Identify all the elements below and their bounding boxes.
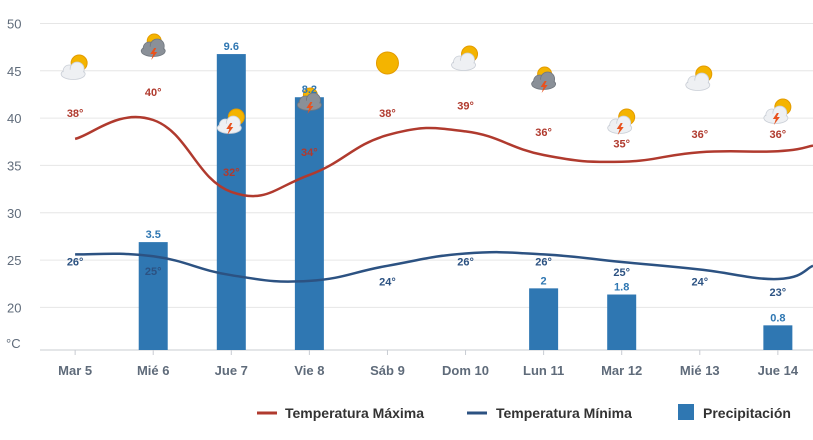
data-labels: 3.5 9.6 8.2 2 1.8 0.8 38° 40° 32° 34° 38° 39° 36° 35°… bbox=[67, 41, 786, 324]
legend-min-label: Temperatura Mínima bbox=[496, 405, 632, 421]
y-tick-label: 45 bbox=[7, 64, 21, 79]
x-tick-label: Mar 5 bbox=[58, 363, 92, 378]
precipitation-bar[interactable] bbox=[216, 54, 246, 350]
x-tick-label: Mié 13 bbox=[680, 363, 720, 378]
max-temp-label: 36° bbox=[691, 129, 708, 141]
max-temp-label: 38° bbox=[67, 108, 84, 120]
x-tick-label: Mié 6 bbox=[137, 363, 170, 378]
precipitation-label: 8.2 bbox=[302, 84, 317, 96]
storm-cloud-icon bbox=[531, 66, 557, 93]
legend-max-label: Temperatura Máxima bbox=[285, 405, 424, 421]
sun-cloud-icon bbox=[60, 54, 88, 80]
min-temp-label: 25° bbox=[145, 266, 162, 278]
x-tick-label: Jue 14 bbox=[758, 363, 799, 378]
min-temp-label: 23° bbox=[770, 287, 787, 299]
x-tick-label: Sáb 9 bbox=[370, 363, 405, 378]
legend-item-max[interactable]: Temperatura Máxima bbox=[257, 405, 424, 421]
min-temp-label: 25° bbox=[613, 267, 630, 279]
bolt-shape bbox=[540, 81, 548, 93]
max-temp-label: 36° bbox=[770, 129, 787, 141]
precipitation-label: 9.6 bbox=[224, 41, 239, 53]
min-temp-label: 24° bbox=[691, 277, 708, 289]
sun-cloud-icon bbox=[451, 45, 479, 71]
legend-item-precip[interactable]: Precipitación bbox=[678, 404, 791, 421]
x-tick-label: Dom 10 bbox=[442, 363, 489, 378]
y-axis-unit-label: °C bbox=[6, 336, 21, 351]
bolt-shape bbox=[616, 123, 624, 135]
x-tick-label: Mar 12 bbox=[601, 363, 642, 378]
bolt-shape bbox=[772, 113, 780, 125]
max-temp-label: 39° bbox=[457, 101, 474, 113]
x-tick-label: Jue 7 bbox=[215, 363, 248, 378]
cloud-shape bbox=[686, 80, 709, 90]
bolt-shape bbox=[226, 123, 234, 135]
cloud-shape bbox=[62, 69, 85, 79]
max-temp-label: 35° bbox=[613, 138, 630, 150]
precipitation-bar[interactable] bbox=[138, 242, 168, 350]
min-temp-label: 26° bbox=[67, 257, 84, 269]
y-tick-label: 20 bbox=[7, 300, 21, 315]
precipitation-label: 0.8 bbox=[770, 312, 785, 324]
y-tick-label: 25 bbox=[7, 253, 21, 268]
legend[interactable]: Temperatura Máxima Temperatura Mínima Pr… bbox=[257, 404, 791, 421]
max-temp-label: 38° bbox=[379, 108, 396, 120]
y-tick-label: 40 bbox=[7, 111, 21, 126]
precipitation-bar[interactable] bbox=[763, 325, 793, 350]
max-temp-label: 40° bbox=[145, 87, 162, 99]
max-temp-line[interactable] bbox=[74, 115, 813, 198]
storm-cloud-icon bbox=[140, 33, 166, 60]
sun-storm-icon bbox=[763, 98, 792, 125]
min-temp-label: 26° bbox=[535, 257, 552, 269]
max-temp-label: 34° bbox=[301, 147, 318, 159]
precipitation-bars bbox=[138, 54, 793, 350]
min-temp-label: 26° bbox=[457, 257, 474, 269]
sun-icon bbox=[375, 51, 399, 75]
max-temp-label: 32° bbox=[223, 167, 240, 179]
legend-precip-label: Precipitación bbox=[703, 405, 791, 421]
sun-cloud-icon bbox=[685, 65, 713, 91]
x-axis: Mar 5 Mié 6 Jue 7 Vie 8 Sáb 9 Dom 10 Lun 11 Mar… bbox=[58, 350, 799, 378]
sun-shape bbox=[375, 51, 399, 75]
bolt-shape bbox=[150, 48, 158, 60]
legend-item-min[interactable]: Temperatura Mínima bbox=[467, 405, 632, 421]
precipitation-label: 2 bbox=[541, 275, 547, 287]
storm-cloud-icon bbox=[296, 87, 322, 114]
y-axis: 20 25 30 35 40 45 50 bbox=[7, 16, 21, 315]
y-tick-label: 35 bbox=[7, 158, 21, 173]
min-temp-label: 24° bbox=[379, 277, 396, 289]
sun-storm-icon bbox=[607, 108, 636, 135]
x-tick-label: Vie 8 bbox=[294, 363, 324, 378]
legend-precip-swatch bbox=[678, 404, 694, 420]
y-tick-label: 50 bbox=[7, 16, 21, 31]
precipitation-bar[interactable] bbox=[529, 288, 559, 350]
max-temp-label: 36° bbox=[535, 127, 552, 139]
cloud-shape bbox=[452, 60, 475, 70]
min-temp-line[interactable] bbox=[75, 250, 813, 283]
precipitation-label: 1.8 bbox=[614, 282, 629, 294]
bolt-shape bbox=[306, 102, 314, 114]
temperature-lines bbox=[74, 115, 813, 283]
precipitation-bar[interactable] bbox=[607, 294, 637, 350]
precipitation-label: 3.5 bbox=[146, 229, 161, 241]
sun-storm-icon bbox=[216, 108, 245, 135]
y-tick-label: 30 bbox=[7, 206, 21, 221]
weather-icons bbox=[60, 33, 792, 135]
x-tick-label: Lun 11 bbox=[523, 363, 564, 378]
precipitation-bar[interactable] bbox=[294, 97, 324, 350]
